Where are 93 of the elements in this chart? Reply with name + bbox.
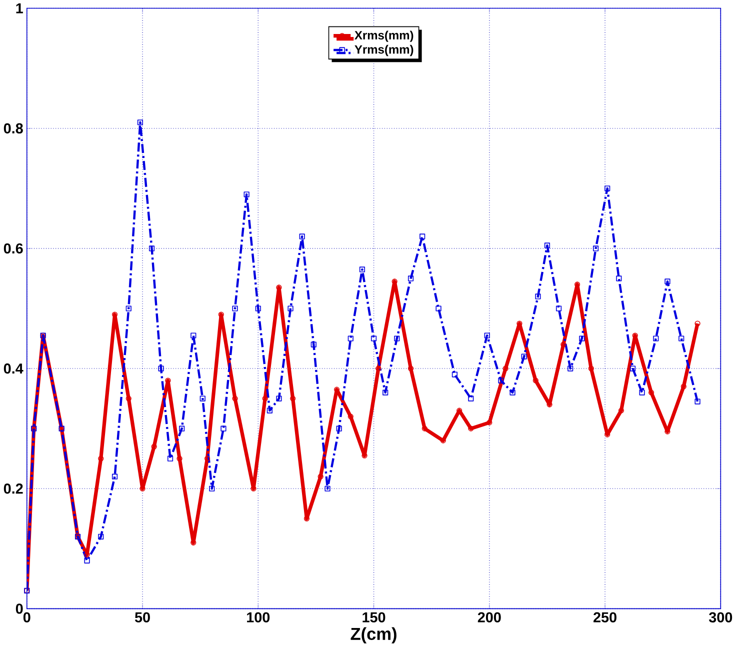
point [126,396,132,402]
point [244,192,250,198]
point [190,332,196,338]
point [532,378,538,384]
point [112,474,118,480]
point [616,276,622,282]
point [678,336,684,342]
point [348,336,354,342]
point [290,396,296,402]
point [568,366,574,372]
point [604,186,610,192]
point [664,278,670,284]
point [176,456,182,462]
point [359,266,366,272]
point [126,306,132,312]
point [137,120,144,126]
point [348,414,354,420]
x-tick-label: 250 [594,612,616,623]
point [299,234,305,240]
point [694,398,700,404]
point [694,320,700,326]
point [452,372,458,378]
point [98,456,104,462]
x-tick-label: 150 [362,612,386,623]
point [440,438,446,444]
point [218,312,224,318]
point [468,396,474,402]
point [266,408,273,414]
point [544,242,550,248]
point [556,306,562,312]
point [653,336,659,342]
point [324,486,330,492]
point [422,426,428,432]
point [579,336,585,342]
legend-label: Yrms(mm) [354,45,414,56]
y-tick-label: 1 [16,3,23,14]
point [204,456,210,462]
x-axis-title: Z(cm) [350,627,396,644]
point [200,396,206,402]
point [484,332,490,338]
point [220,426,226,432]
point [420,234,426,240]
point [498,378,504,384]
x-tick-label: 300 [708,612,732,623]
point [502,366,508,372]
point [468,426,474,432]
x-tick-label: 100 [247,612,270,623]
y-tick-label: 0.8 [4,123,23,134]
point [510,390,516,396]
point [151,444,157,450]
point [560,342,566,348]
point [276,396,282,402]
point [232,396,238,402]
y-tick-label: 0.6 [4,243,23,254]
point [408,276,414,282]
point [394,336,400,342]
point [680,384,686,390]
x-tick-label: 200 [478,612,501,623]
point [310,342,316,348]
point [592,246,599,252]
point [167,456,174,462]
point [486,420,492,426]
point [112,312,118,318]
point [255,306,261,312]
point [262,396,268,402]
point [521,354,527,360]
point [376,366,382,372]
point [98,534,104,540]
point [209,486,215,492]
point [336,426,342,432]
y-tick-label: 0.2 [4,484,23,494]
point [588,366,594,372]
y-tick-label: 0.4 [4,364,24,374]
point [232,306,238,312]
x-tick-label: 0 [23,612,30,623]
point [84,558,90,564]
point [639,390,645,396]
point [648,390,654,396]
legend-label: Xrms(mm) [354,30,414,42]
point [158,366,164,372]
point [618,408,624,414]
point [148,246,155,252]
y-tick-label: 0 [16,604,23,614]
point [535,294,541,300]
point [288,306,294,312]
point [318,474,324,480]
point [436,306,442,312]
x-tick-label: 50 [134,612,150,623]
point [370,336,377,342]
point [179,426,185,432]
point [382,390,388,396]
point [630,366,636,372]
point [408,366,414,372]
